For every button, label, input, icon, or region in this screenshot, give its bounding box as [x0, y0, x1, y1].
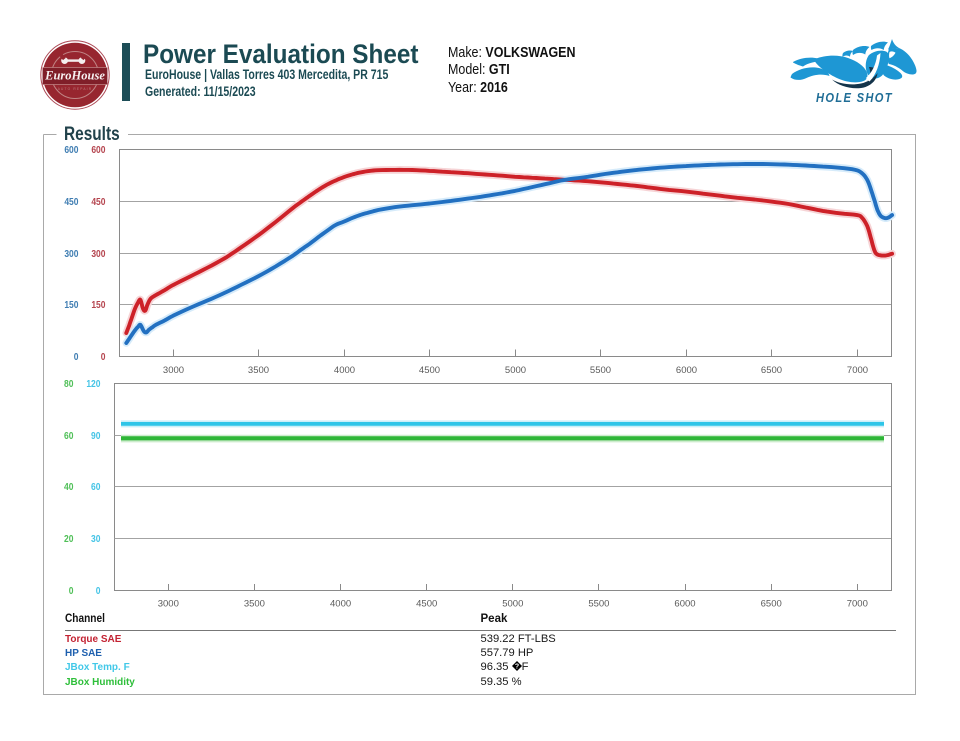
svg-text:4000: 4000: [330, 599, 351, 610]
svg-text:450: 450: [64, 196, 78, 207]
svg-text:20: 20: [64, 533, 73, 544]
svg-text:4000: 4000: [334, 365, 355, 376]
svg-text:450: 450: [91, 196, 105, 207]
svg-text:300: 300: [91, 248, 105, 259]
svg-text:80: 80: [64, 378, 73, 389]
svg-text:6000: 6000: [676, 365, 697, 376]
svg-text:3500: 3500: [248, 365, 269, 376]
svg-text:5000: 5000: [505, 365, 526, 376]
svg-text:0: 0: [74, 351, 79, 362]
svg-text:5500: 5500: [588, 599, 609, 610]
svg-text:3000: 3000: [158, 599, 179, 610]
svg-text:5000: 5000: [502, 599, 523, 610]
svg-text:7000: 7000: [847, 365, 868, 376]
svg-text:0: 0: [96, 585, 101, 596]
svg-text:90: 90: [91, 430, 100, 441]
svg-text:4500: 4500: [419, 365, 440, 376]
svg-text:AUTO REPAIR: AUTO REPAIR: [58, 87, 93, 91]
svg-text:6000: 6000: [674, 599, 695, 610]
svg-text:120: 120: [86, 378, 100, 389]
svg-text:EuroHouse: EuroHouse: [44, 69, 105, 83]
svg-text:0: 0: [69, 585, 74, 596]
svg-text:600: 600: [64, 144, 78, 155]
svg-text:3500: 3500: [244, 599, 265, 610]
svg-text:7000: 7000: [847, 599, 868, 610]
svg-text:600: 600: [91, 144, 105, 155]
svg-text:6500: 6500: [761, 599, 782, 610]
svg-text:4500: 4500: [416, 599, 437, 610]
svg-text:150: 150: [91, 299, 105, 310]
svg-text:6500: 6500: [761, 365, 782, 376]
svg-text:30: 30: [91, 533, 100, 544]
svg-text:300: 300: [64, 248, 78, 259]
svg-text:?: ?: [514, 664, 518, 671]
svg-text:40: 40: [64, 481, 73, 492]
svg-text:3000: 3000: [163, 365, 184, 376]
svg-text:0: 0: [101, 351, 106, 362]
svg-text:150: 150: [64, 299, 78, 310]
svg-text:60: 60: [64, 430, 73, 441]
svg-text:5500: 5500: [590, 365, 611, 376]
svg-text:60: 60: [91, 481, 100, 492]
